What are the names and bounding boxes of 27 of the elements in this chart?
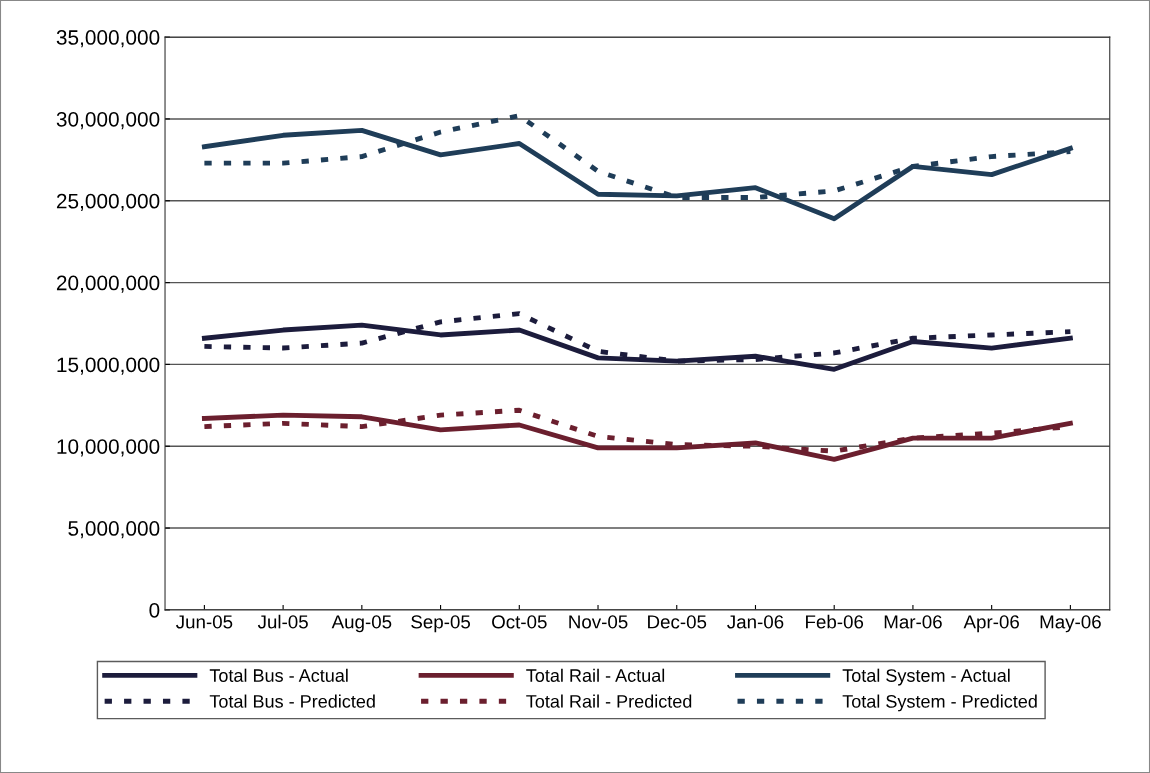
line-series [201,412,1073,462]
x-tick-label: Apr-06 [963,615,1019,633]
legend-label: Total Bus - Actual [209,668,348,682]
y-tick-label: 35,000,000 [56,30,160,48]
legend-label: Total Bus - Predicted [209,694,375,708]
x-tick-label: Mar-06 [884,615,942,629]
x-tick-label: Aug-05 [331,615,392,633]
x-tick-label: Oct-05 [492,615,547,629]
y-tick-label: 25,000,000 [56,193,160,211]
legend-label: Total Rail - Predicted [526,694,692,708]
x-tick-label: Jun-05 [176,615,233,629]
y-tick-label: 10,000,000 [57,439,160,457]
y-tick-label: 30,000,000 [56,111,160,130]
x-tick-label: Sep-05 [411,615,471,633]
x-tick-label: Jul-05 [257,614,308,629]
x-tick-label: Jan-06 [727,615,784,629]
x-tick-label: Dec-05 [648,615,707,629]
legend-label: Total System - Predicted [842,694,1037,712]
x-tick-label: Nov-05 [569,615,628,629]
legend-label: Total Rail - Actual [526,668,665,682]
legend-label: Total System - Actual [842,668,1010,686]
x-tick-label: May-06 [1040,615,1101,633]
y-tick-label: 0 [149,602,160,618]
y-tick-label: 15,000,000 [57,357,160,375]
y-tick-label: 20,000,000 [56,275,160,293]
y-tick-label: 5,000,000 [68,521,160,539]
x-tick-label: Feb-06 [806,614,864,629]
